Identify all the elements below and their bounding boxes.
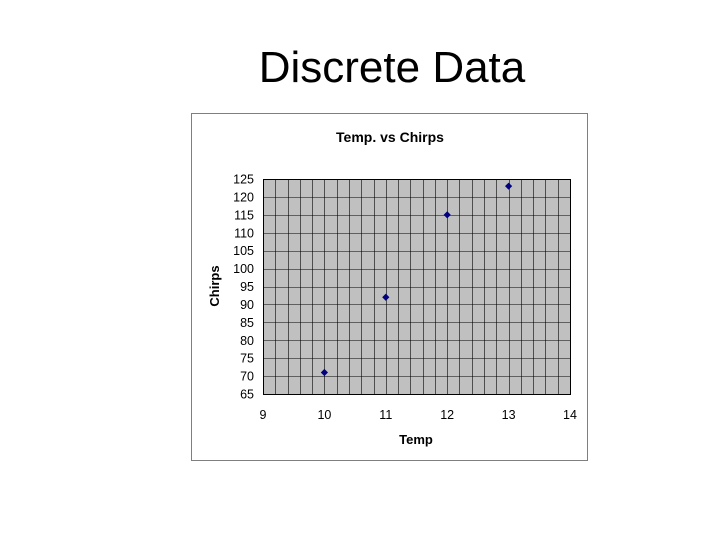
y-tick-label: 75 bbox=[240, 352, 254, 366]
plot-area bbox=[263, 179, 571, 395]
y-tick-label: 120 bbox=[233, 190, 254, 204]
y-tick-label: 115 bbox=[234, 208, 254, 222]
chart-frame: Temp. vs Chirps 65 70 75 80 85 90 95 100 105 110 1… bbox=[191, 113, 588, 461]
slide-title: Discrete Data bbox=[258, 43, 526, 92]
y-tick-label: 125 bbox=[233, 173, 254, 187]
x-tick-label: 9 bbox=[260, 408, 267, 422]
y-tick-label: 90 bbox=[240, 298, 254, 312]
x-tick-label: 12 bbox=[440, 408, 454, 422]
x-tick-label: 14 bbox=[563, 408, 577, 422]
y-tick-label: 105 bbox=[233, 244, 254, 258]
chart-title: Temp. vs Chirps bbox=[336, 129, 444, 145]
data-point-marker bbox=[505, 182, 513, 190]
y-axis-ticks: 65 70 75 80 85 90 95 100 105 110 115 120 125 bbox=[233, 173, 254, 402]
y-axis-label: Chirps bbox=[207, 265, 222, 306]
x-tick-label: 13 bbox=[502, 408, 516, 422]
y-tick-label: 85 bbox=[240, 316, 254, 330]
y-tick-label: 110 bbox=[234, 226, 254, 240]
plot-border bbox=[263, 179, 571, 395]
y-tick-label: 100 bbox=[233, 262, 254, 276]
y-tick-label: 95 bbox=[240, 280, 254, 294]
data-point-marker bbox=[443, 211, 451, 219]
y-tick-label: 70 bbox=[240, 370, 254, 384]
scatter-chart: Temp. vs Chirps 65 70 75 80 85 90 95 100 105 110 1… bbox=[207, 129, 577, 447]
plot-background bbox=[263, 179, 570, 394]
data-point-marker bbox=[382, 293, 390, 301]
x-tick-label: 10 bbox=[317, 408, 331, 422]
x-tick-label: 11 bbox=[379, 408, 392, 422]
x-axis-ticks: 9 10 11 12 13 14 bbox=[260, 408, 577, 422]
y-tick-label: 80 bbox=[240, 334, 254, 348]
y-tick-label: 65 bbox=[240, 388, 254, 402]
x-axis-label: Temp bbox=[399, 432, 433, 447]
